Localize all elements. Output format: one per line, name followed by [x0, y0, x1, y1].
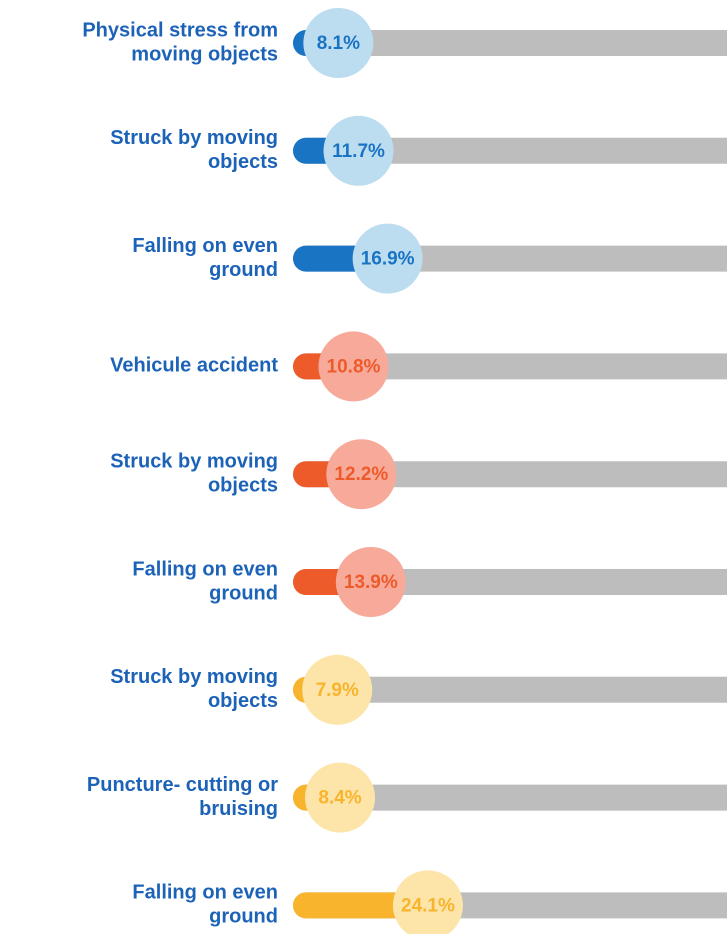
category-label: Falling on even: [132, 235, 278, 257]
value-bubble: [326, 439, 397, 510]
value-label: 11.7%: [332, 141, 385, 162]
value-label: 8.4%: [318, 788, 361, 809]
value-bubble: [352, 223, 423, 294]
category-label: Falling on even: [132, 882, 278, 904]
category-label: Falling on even: [132, 558, 278, 580]
value-bubble: [305, 762, 376, 833]
category-label: objects: [208, 151, 278, 173]
category-label: Puncture- cutting or: [87, 774, 278, 796]
value-bubble: [318, 331, 389, 402]
track: [293, 676, 727, 703]
value-label: 12.2%: [334, 464, 388, 485]
category-label: Vehicule accident: [110, 355, 278, 377]
track: [293, 137, 727, 164]
track: [293, 784, 727, 811]
value-bubble: [323, 115, 394, 186]
track: [293, 461, 727, 488]
track: [293, 353, 727, 380]
category-label: bruising: [199, 798, 278, 820]
category-label: objects: [208, 474, 278, 496]
value-label: 8.1%: [317, 33, 360, 54]
value-label: 24.1%: [401, 895, 455, 916]
value-label: 13.9%: [344, 572, 398, 593]
value-label: 7.9%: [316, 680, 359, 701]
category-label: Struck by moving: [110, 450, 278, 472]
track: [293, 30, 727, 56]
value-bubble: [303, 8, 374, 78]
category-label: ground: [209, 906, 278, 928]
category-label: ground: [209, 582, 278, 604]
value-bubble: [335, 547, 406, 617]
category-label: objects: [208, 690, 278, 712]
category-label: moving objects: [131, 43, 278, 65]
value-bubble: [302, 654, 373, 725]
category-label: ground: [209, 259, 278, 281]
category-label: Physical stress from: [82, 19, 278, 41]
value-label: 16.9%: [361, 249, 415, 270]
category-label: Struck by moving: [110, 666, 278, 688]
category-label: Struck by moving: [110, 127, 278, 149]
value-label: 10.8%: [327, 356, 381, 377]
value-bubble: [392, 870, 463, 934]
